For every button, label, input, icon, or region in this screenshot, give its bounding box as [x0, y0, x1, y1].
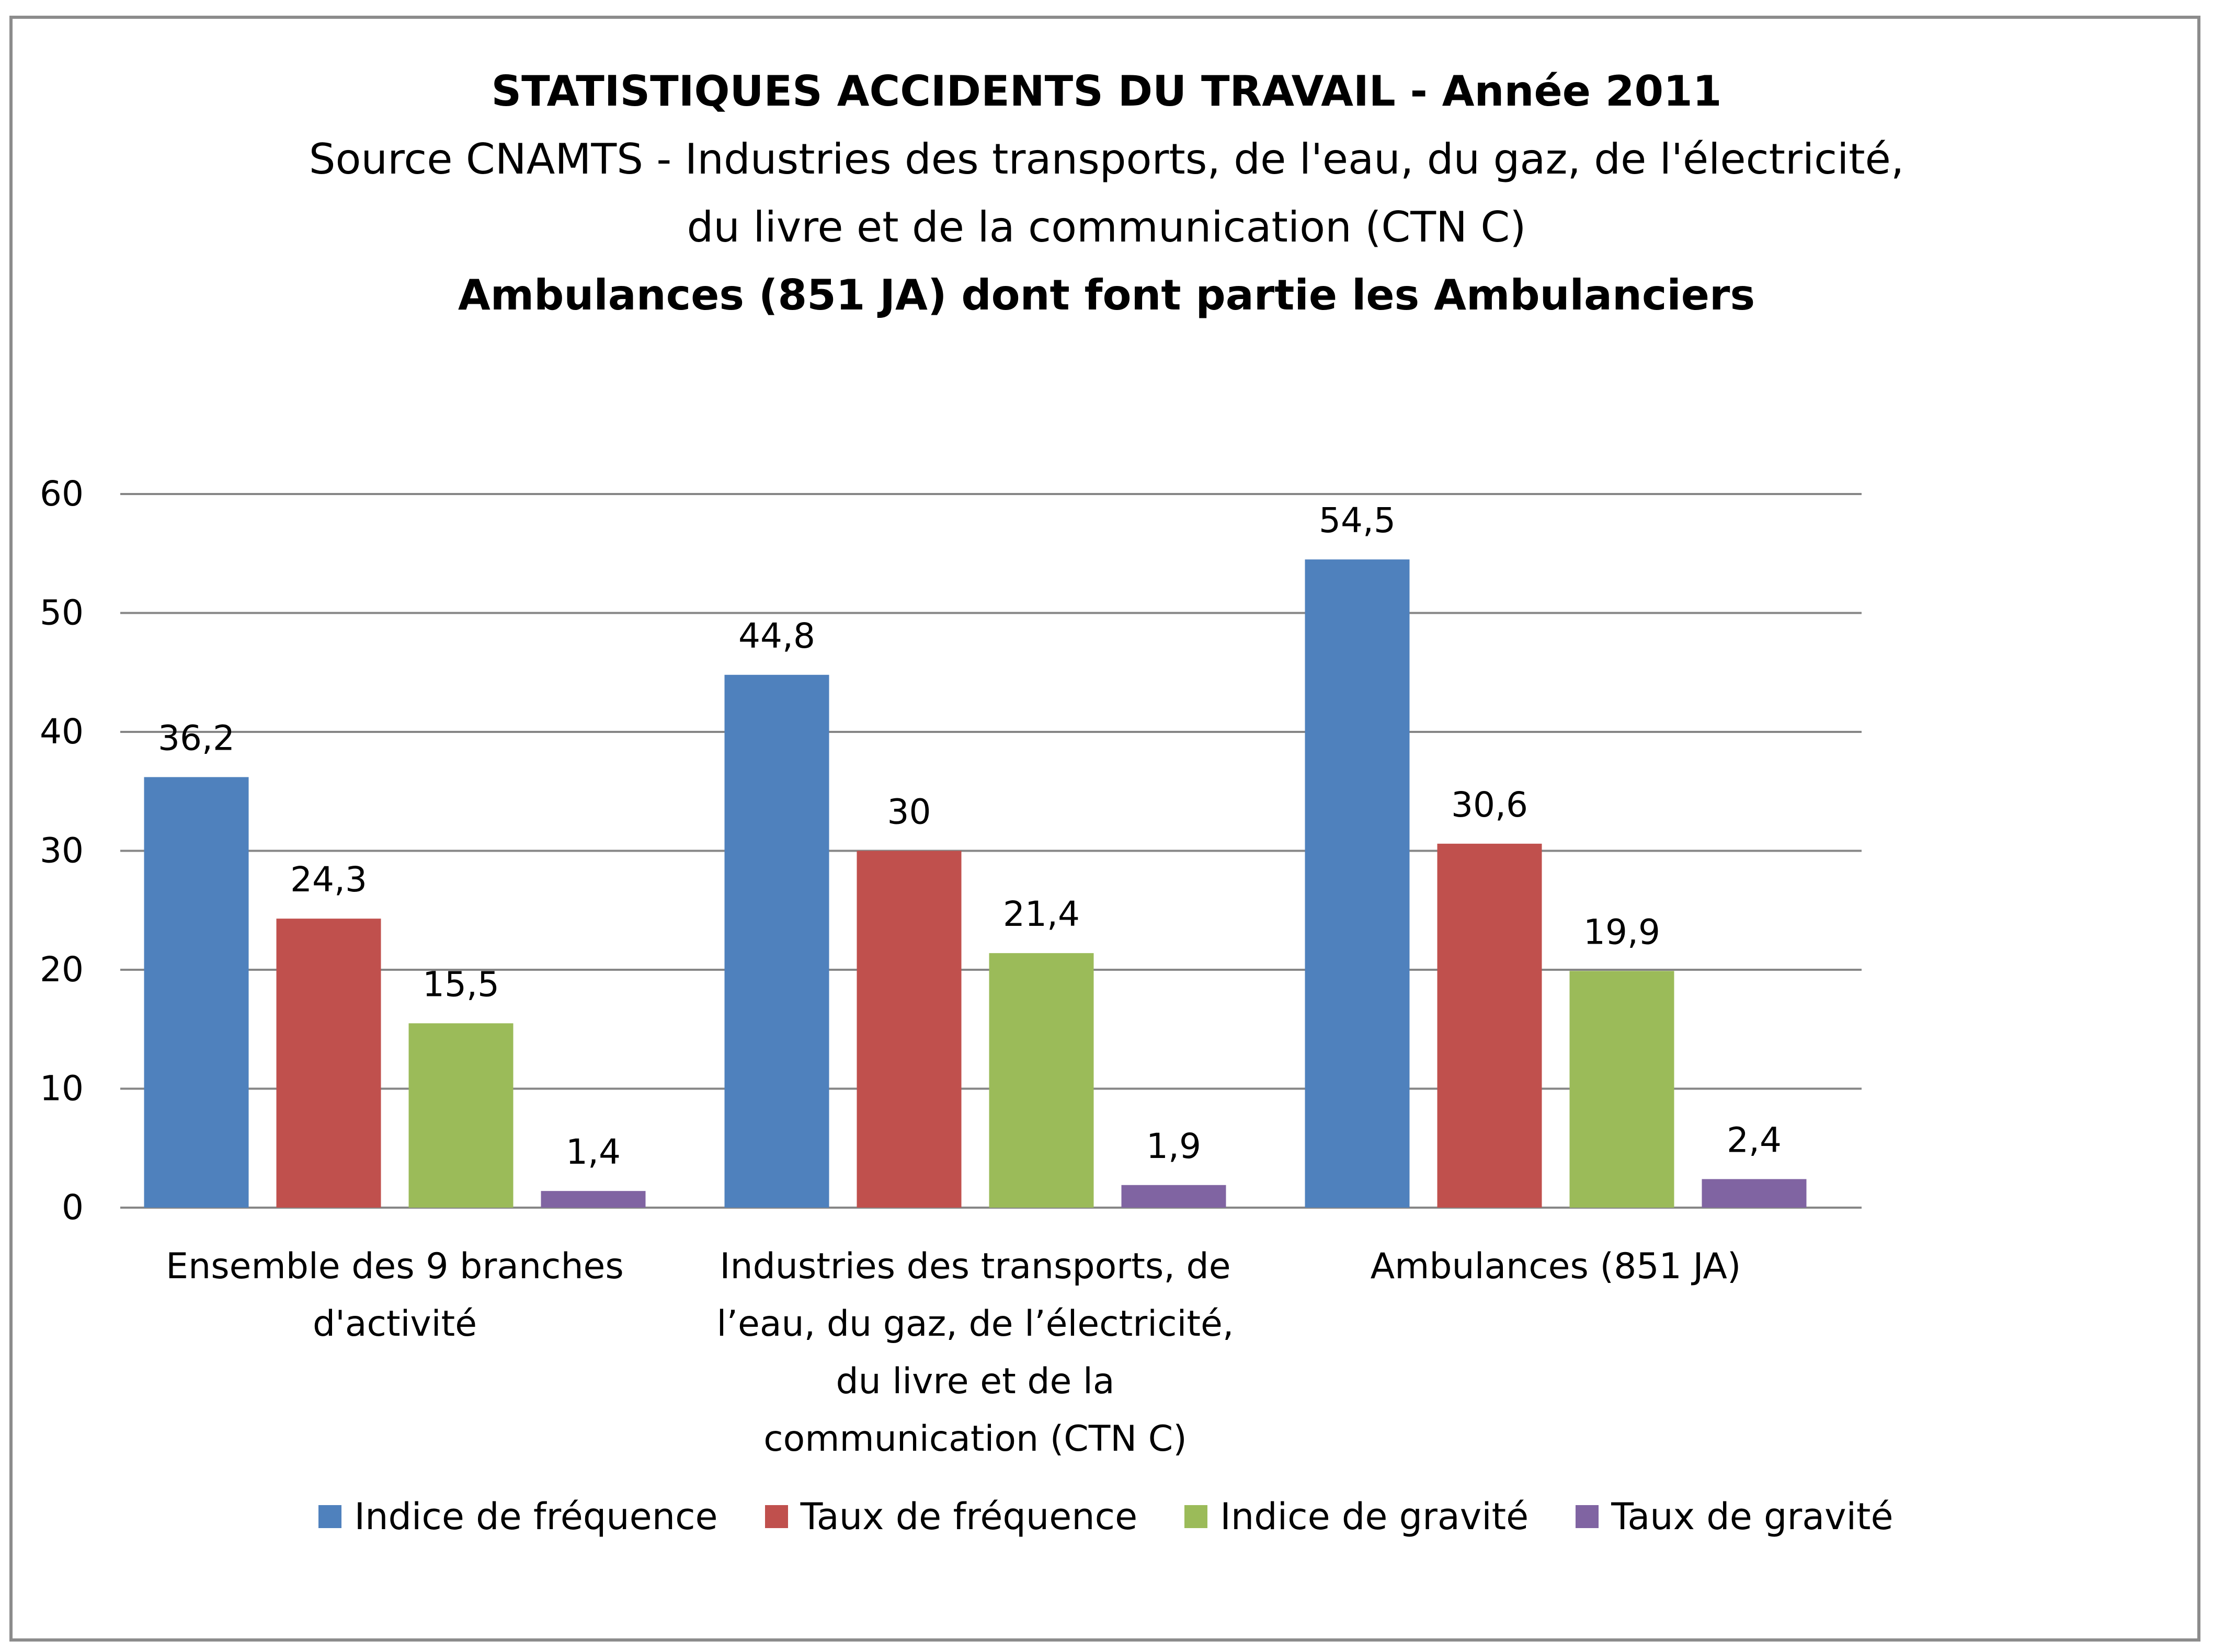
y-tick-label: 60: [40, 474, 84, 514]
bar: [1569, 971, 1674, 1208]
legend-label: Taux de fréquence: [800, 1495, 1138, 1538]
x-tick-label: communication (CTN C): [763, 1418, 1187, 1460]
y-tick-label: 20: [40, 949, 84, 990]
x-tick-label: d'activité: [313, 1303, 477, 1345]
bar: [144, 777, 249, 1208]
bar: [1437, 843, 1542, 1208]
legend-swatch: [1576, 1505, 1599, 1528]
bar: [857, 851, 962, 1208]
bar: [724, 674, 829, 1208]
bar: [1702, 1179, 1807, 1208]
y-tick-label: 10: [40, 1069, 84, 1109]
bar: [1121, 1185, 1226, 1208]
data-label: 30,6: [1451, 785, 1528, 825]
y-tick-label: 50: [40, 593, 84, 633]
legend-swatch: [765, 1505, 788, 1528]
legend-swatch: [318, 1505, 342, 1528]
legend-item-indice-gravite: Indice de gravité: [1184, 1495, 1528, 1538]
legend-item-taux-gravite: Taux de gravité: [1576, 1495, 1893, 1538]
legend-label: Indice de gravité: [1220, 1495, 1529, 1538]
bar: [989, 953, 1094, 1208]
y-tick-label: 0: [62, 1187, 84, 1227]
data-label: 24,3: [290, 859, 367, 900]
legend-label: Taux de gravité: [1611, 1495, 1893, 1538]
chart-legend: Indice de fréquence Taux de fréquence In…: [0, 1495, 2039, 1538]
bar: [1305, 559, 1410, 1208]
x-tick-label: Industries des transports, de: [720, 1246, 1230, 1287]
y-tick-label: 40: [40, 712, 84, 752]
data-label: 1,4: [566, 1132, 621, 1172]
chart-subtitle-bold: Ambulances (851 JA) dont font partie les…: [458, 271, 1755, 319]
chart-subtitle-line-1: Source CNAMTS - Industries des transport…: [309, 135, 1904, 183]
x-tick-label: Ensemble des 9 branches: [166, 1246, 624, 1287]
chart-frame: [9, 16, 2200, 1642]
bar: [541, 1191, 646, 1208]
data-label: 44,8: [738, 616, 815, 656]
data-label: 2,4: [1727, 1120, 1782, 1160]
bar: [276, 919, 381, 1208]
x-tick-label: Ambulances (851 JA): [1371, 1246, 1741, 1287]
data-label: 54,5: [1319, 500, 1396, 541]
data-label: 19,9: [1583, 912, 1660, 952]
legend-label: Indice de fréquence: [354, 1495, 718, 1538]
x-tick-label: du livre et de la: [836, 1361, 1114, 1402]
chart-title-block: STATISTIQUES ACCIDENTS DU TRAVAIL - Anné…: [0, 58, 2213, 329]
legend-item-indice-frequence: Indice de fréquence: [318, 1495, 718, 1538]
data-label: 15,5: [423, 964, 499, 1004]
data-label: 21,4: [1003, 894, 1080, 934]
y-tick-label: 30: [40, 831, 84, 871]
x-tick-label: l’eau, du gaz, de l’électricité,: [717, 1303, 1234, 1345]
legend-swatch: [1184, 1505, 1208, 1528]
chart-title: STATISTIQUES ACCIDENTS DU TRAVAIL - Anné…: [491, 67, 1722, 116]
data-label: 30: [887, 792, 931, 832]
chart-subtitle-line-2: du livre et de la communication (CTN C): [687, 203, 1526, 251]
data-label: 1,9: [1146, 1126, 1201, 1166]
data-label: 36,2: [158, 718, 235, 758]
legend-item-taux-frequence: Taux de fréquence: [765, 1495, 1138, 1538]
bar: [408, 1023, 514, 1208]
